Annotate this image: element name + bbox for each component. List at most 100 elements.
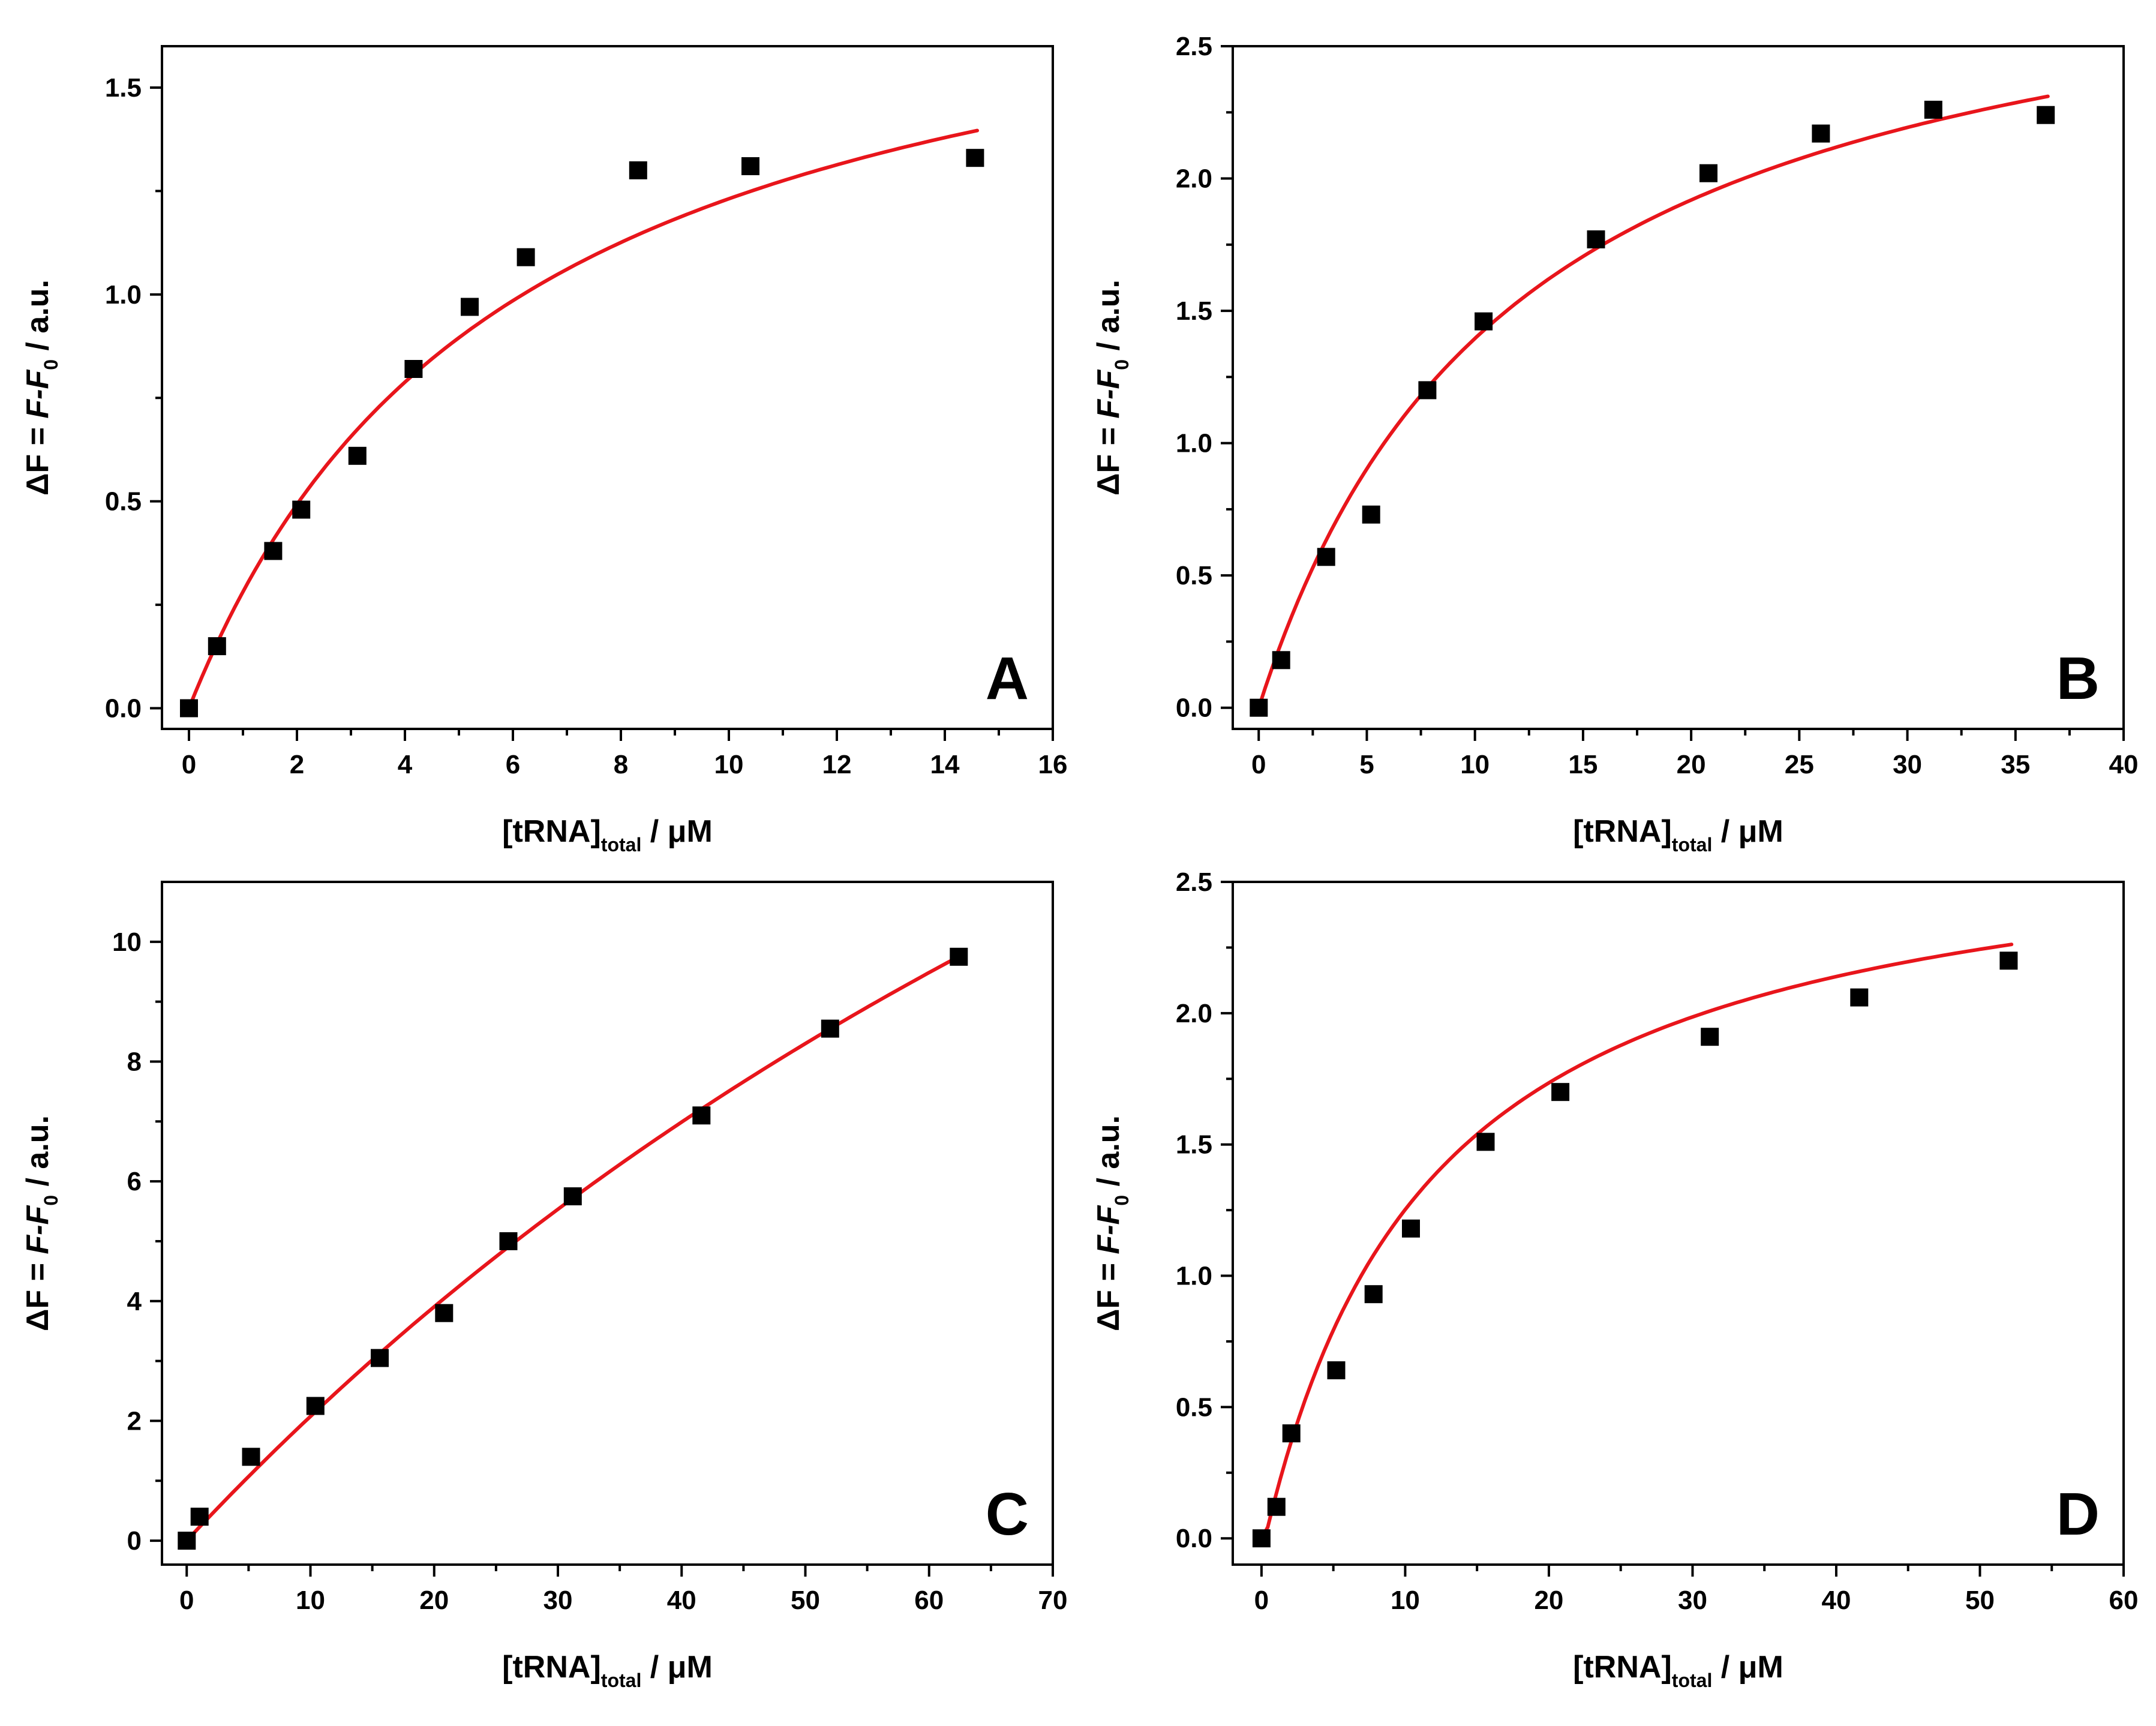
data-point xyxy=(1250,698,1268,717)
x-tick-label: 60 xyxy=(2109,1586,2139,1615)
data-point xyxy=(950,947,968,966)
x-tick-label: 6 xyxy=(506,750,520,779)
y-tick-label: 1.5 xyxy=(1176,296,1212,326)
y-tick-label: 0.5 xyxy=(105,487,142,517)
data-point xyxy=(1317,548,1335,566)
x-tick-label: 20 xyxy=(1534,1586,1563,1615)
panel-b: 0 5 10 15 20 25 30 35 40 0.0 0.5 1.0 1.5 2.0 2.5 [tRNA]… xyxy=(1091,32,2138,856)
x-tick-label: 70 xyxy=(1038,1586,1068,1615)
y-tick-label: 0.5 xyxy=(1176,1392,1212,1422)
y-tick-label: 2.5 xyxy=(1176,867,1212,897)
plot-frame xyxy=(1232,881,2125,1566)
panel-a: 0 2 4 6 8 10 12 14 16 0.0 0.5 1.0 1.5 [tRNA]total / μ… xyxy=(20,45,1067,856)
panel-c: 0 10 20 30 40 50 60 70 0 2 4 6 8 10 [tRNA]total / μM ΔF… xyxy=(20,881,1068,1691)
x-tick-label: 5 xyxy=(1359,750,1374,779)
data-point xyxy=(1252,1529,1271,1548)
y-tick-label: 1.5 xyxy=(1176,1130,1212,1160)
data-point xyxy=(517,248,535,266)
data-point xyxy=(264,542,283,560)
data-point xyxy=(1701,1028,1719,1046)
y-tick-label: 2 xyxy=(127,1406,142,1436)
y-tick-label: 4 xyxy=(127,1287,142,1316)
x-tick-label: 30 xyxy=(1678,1586,1707,1615)
y-tick-label: 1.0 xyxy=(105,280,142,310)
data-point xyxy=(178,1532,196,1550)
y-axis-label: ΔF = F-F0 / a.u. xyxy=(20,280,62,496)
y-tick-label: 1.0 xyxy=(1176,429,1212,458)
data-point xyxy=(499,1232,518,1250)
x-tick-label: 4 xyxy=(398,750,413,779)
y-axis-label: ΔF = F-F0 / a.u. xyxy=(1091,280,1133,496)
data-point xyxy=(1418,381,1437,400)
x-axis-label: [tRNA]total / μM xyxy=(502,814,713,856)
data-point xyxy=(629,161,647,179)
y-tick-label: 0.0 xyxy=(105,694,142,724)
data-point xyxy=(1476,1133,1495,1151)
data-point xyxy=(1272,651,1290,670)
data-point xyxy=(1999,951,2018,970)
y-tick-label: 8 xyxy=(127,1047,142,1076)
fit-curve xyxy=(1259,942,2014,1541)
data-point xyxy=(741,157,759,175)
x-tick-label: 10 xyxy=(296,1586,325,1615)
data-point xyxy=(1402,1219,1420,1238)
plot-frame xyxy=(161,881,1054,1566)
x-tick-label: 10 xyxy=(1391,1586,1420,1615)
x-tick-label: 15 xyxy=(1568,750,1598,779)
x-tick-label: 20 xyxy=(1677,750,1706,779)
data-point xyxy=(292,500,311,519)
y-axis-label: ΔF = F-F0 / a.u. xyxy=(20,1115,62,1331)
x-axis-label: [tRNA]total / μM xyxy=(502,1650,713,1691)
x-tick-label: 20 xyxy=(419,1586,449,1615)
x-tick-label: 8 xyxy=(614,750,628,779)
fit-curve xyxy=(187,128,979,710)
fit-curve xyxy=(1257,94,2050,710)
y-tick-label: 2.0 xyxy=(1176,164,1212,194)
data-point xyxy=(461,298,479,316)
plot-frame xyxy=(1232,45,2125,730)
x-tick-label: 14 xyxy=(930,750,960,779)
y-tick-label: 1.0 xyxy=(1176,1262,1212,1291)
data-point xyxy=(348,446,367,465)
data-point xyxy=(1924,100,1942,119)
data-point xyxy=(1812,124,1830,143)
data-point xyxy=(563,1187,582,1206)
data-point xyxy=(1587,230,1605,248)
x-axis-label: [tRNA]total / μM xyxy=(1573,1650,1783,1691)
x-tick-label: 10 xyxy=(714,750,744,779)
panel-letter: B xyxy=(2056,645,2100,712)
fit-curve xyxy=(185,954,962,1543)
x-tick-label: 0 xyxy=(179,1586,194,1615)
y-tick-label: 0.0 xyxy=(1176,1524,1212,1553)
x-axis-label: [tRNA]total / μM xyxy=(1573,814,1783,856)
x-tick-label: 0 xyxy=(1254,1586,1269,1615)
data-point xyxy=(1364,1285,1383,1304)
panel-d: 0 10 20 30 40 50 60 0.0 0.5 1.0 1.5 2.0 2.5 [tRNA]tot… xyxy=(1091,867,2138,1691)
y-tick-label: 10 xyxy=(112,927,142,957)
y-tick-label: 0.5 xyxy=(1176,561,1212,590)
data-point xyxy=(821,1019,839,1038)
data-point xyxy=(435,1304,454,1322)
x-tick-label: 12 xyxy=(822,750,852,779)
x-tick-label: 35 xyxy=(2001,750,2030,779)
data-point xyxy=(306,1397,325,1415)
data-point xyxy=(1327,1361,1346,1380)
x-tick-label: 30 xyxy=(1893,750,1922,779)
panel-letter: A xyxy=(986,645,1029,712)
y-tick-label: 1.5 xyxy=(105,73,142,103)
data-point xyxy=(1475,312,1493,331)
data-point xyxy=(2037,106,2055,124)
x-tick-label: 40 xyxy=(1821,1586,1851,1615)
x-tick-label: 50 xyxy=(791,1586,820,1615)
data-point xyxy=(190,1508,209,1526)
x-tick-label: 10 xyxy=(1460,750,1490,779)
data-point xyxy=(1551,1083,1570,1101)
x-tick-label: 0 xyxy=(182,750,196,779)
y-axis-label: ΔF = F-F0 / a.u. xyxy=(1091,1115,1133,1331)
data-point xyxy=(180,699,198,718)
data-point xyxy=(1850,988,1869,1007)
x-tick-label: 2 xyxy=(290,750,304,779)
y-tick-label: 0 xyxy=(127,1526,142,1556)
x-tick-label: 40 xyxy=(667,1586,696,1615)
